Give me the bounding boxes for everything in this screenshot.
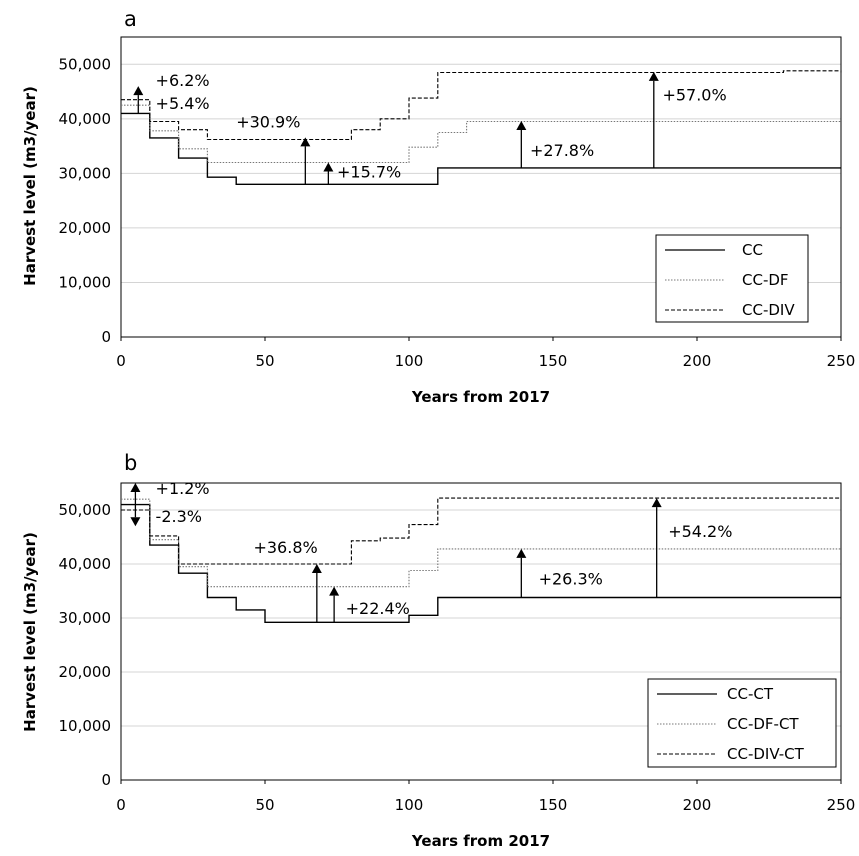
- y-tick-label-a-20000: 20,000: [59, 219, 112, 237]
- arrow-b-4: [329, 586, 340, 623]
- annotation-b-2: -2.3%: [156, 507, 202, 526]
- arrow-group-a: [133, 71, 659, 185]
- x-tick-label-b-100: 100: [395, 796, 424, 814]
- arrow-a-2: [300, 137, 311, 185]
- x-tick-label-a-150: 150: [539, 352, 568, 370]
- x-axis-label-a: Years from 2017: [411, 388, 550, 406]
- y-tick-label-a-10000: 10,000: [59, 273, 112, 291]
- annotation-group-a: +6.2% +5.4% +30.9% +15.7% +27.8% +57.0%: [156, 71, 727, 182]
- annotation-b-6: +54.2%: [668, 522, 732, 541]
- arrow-a-4: [516, 121, 527, 168]
- x-tick-label-a-0: 0: [116, 352, 126, 370]
- y-tick-label-b-0: 0: [101, 771, 111, 789]
- annotation-group-b: +1.2% -2.3% +36.8% +22.4% +26.3% +54.2%: [156, 479, 733, 618]
- y-tick-label-b-50000: 50,000: [59, 501, 112, 519]
- y-tick-label-b-30000: 30,000: [59, 609, 112, 627]
- x-axis-b: 0 50 100 150 200 250: [116, 780, 855, 814]
- annotation-a-6: +57.0%: [662, 85, 726, 104]
- panel-label-a: a: [124, 7, 137, 31]
- x-tick-label-a-50: 50: [255, 352, 274, 370]
- x-axis-label-b: Years from 2017: [411, 832, 550, 850]
- series-line-cc-ct: [121, 503, 841, 623]
- y-axis-a: 0 10,000 20,000 30,000 40,000 50,000: [59, 55, 112, 346]
- annotation-a-4: +15.7%: [337, 163, 401, 182]
- y-tick-label-a-40000: 40,000: [59, 110, 112, 128]
- legend-label-cc-df-ct: CC-DF-CT: [727, 715, 799, 733]
- y-tick-label-b-40000: 40,000: [59, 555, 112, 573]
- annotation-b-4: +22.4%: [346, 599, 410, 618]
- x-tick-label-b-250: 250: [827, 796, 856, 814]
- y-tick-label-a-30000: 30,000: [59, 164, 112, 182]
- arrow-b-2: [130, 504, 141, 527]
- x-tick-label-a-200: 200: [683, 352, 712, 370]
- series-line-cc-div-ct: [121, 497, 841, 565]
- x-tick-label-b-200: 200: [683, 796, 712, 814]
- annotation-a-3: +30.9%: [236, 113, 300, 132]
- series-group-b: [121, 497, 841, 623]
- y-tick-label-a-50000: 50,000: [59, 55, 112, 73]
- legend-label-cc-div-ct: CC-DIV-CT: [727, 745, 805, 763]
- legend-b: CC-CT CC-DF-CT CC-DIV-CT: [647, 678, 837, 768]
- series-line-cc-df-ct: [121, 498, 841, 588]
- plot-area-b: [120, 482, 842, 781]
- series-line-cc: [121, 112, 841, 185]
- legend-label-cc-df: CC-DF: [742, 271, 789, 289]
- x-axis-a: 0 50 100 150 200 250: [116, 337, 855, 370]
- legend-label-cc-ct: CC-CT: [727, 685, 774, 703]
- annotation-b-3: +36.8%: [253, 538, 317, 557]
- arrow-b-1: [130, 483, 141, 505]
- annotation-a-2: +5.4%: [156, 94, 210, 113]
- y-axis-label-b: Harvest level (m3/year): [21, 532, 39, 732]
- y-tick-label-b-10000: 10,000: [59, 717, 112, 735]
- annotation-a-1: +6.2%: [156, 71, 210, 90]
- chart-panel-b: b 0 10,000 20,000 30,000 40,000 50,000 0 50 100…: [21, 451, 855, 850]
- arrow-group-b: [130, 483, 662, 623]
- annotation-b-5: +26.3%: [539, 570, 603, 589]
- y-tick-label-b-20000: 20,000: [59, 663, 112, 681]
- x-tick-label-b-50: 50: [255, 796, 274, 814]
- legend-label-cc: CC: [742, 241, 763, 259]
- x-tick-label-a-100: 100: [395, 352, 424, 370]
- legend-label-cc-div: CC-DIV: [742, 301, 795, 319]
- plot-area-a: [120, 36, 842, 338]
- arrow-a-1: [133, 86, 144, 114]
- annotation-a-5: +27.8%: [530, 141, 594, 160]
- arrow-a-5: [648, 71, 659, 168]
- x-tick-label-b-0: 0: [116, 796, 126, 814]
- legend-a: CC CC-DF CC-DIV: [655, 234, 809, 323]
- annotation-b-1: +1.2%: [156, 479, 210, 498]
- x-tick-label-b-150: 150: [539, 796, 568, 814]
- arrow-b-5: [516, 548, 527, 598]
- y-tick-label-a-0: 0: [101, 328, 111, 346]
- series-line-cc-div: [121, 70, 842, 141]
- series-line-cc-df: [121, 104, 841, 164]
- arrow-b-6: [651, 498, 662, 598]
- arrow-a-3: [323, 162, 334, 185]
- x-tick-label-a-250: 250: [827, 352, 856, 370]
- y-axis-b: 0 10,000 20,000 30,000 40,000 50,000: [59, 501, 112, 789]
- arrow-b-3: [311, 564, 322, 623]
- y-axis-label-a: Harvest level (m3/year): [21, 86, 39, 286]
- chart-panel-a: a 0 10,000 20,000 30,000 40,000 50,000 0 50 100…: [21, 7, 855, 406]
- series-group-a: [121, 70, 842, 185]
- panel-label-b: b: [124, 451, 137, 475]
